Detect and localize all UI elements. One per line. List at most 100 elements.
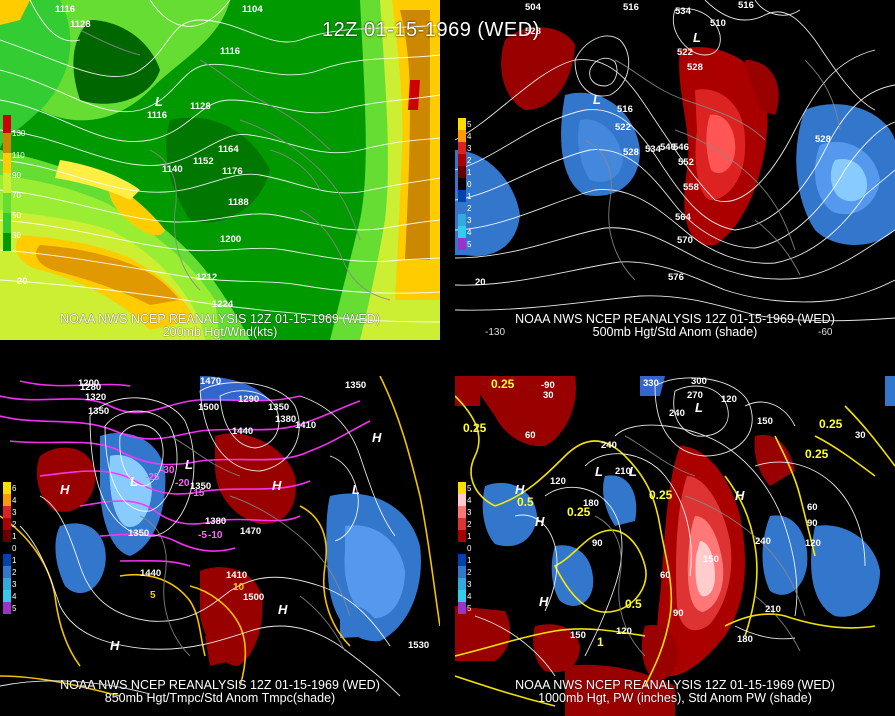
svg-text:1128: 1128 xyxy=(70,19,91,30)
svg-text:-5: -5 xyxy=(198,530,207,541)
svg-text:60: 60 xyxy=(660,570,671,581)
map-panel-200mb: 130 110 90 70 50 30 1116 1128 1104 1116 … xyxy=(0,0,440,340)
high-marker-850mb-2: H xyxy=(272,478,282,493)
svg-text:-15: -15 xyxy=(190,488,205,499)
svg-text:4: 4 xyxy=(467,496,472,505)
high-marker-1000mb-4: H xyxy=(539,594,549,609)
svg-text:1380: 1380 xyxy=(205,516,226,527)
svg-text:240: 240 xyxy=(601,440,617,451)
svg-text:240: 240 xyxy=(669,408,685,419)
map-panel-1000mb: 5 4 3 2 1 0 1 2 3 4 5 -90 330 300 270 24… xyxy=(455,376,895,716)
svg-text:300: 300 xyxy=(691,376,707,387)
svg-text:2: 2 xyxy=(467,204,472,213)
svg-text:120: 120 xyxy=(721,394,737,405)
svg-text:150: 150 xyxy=(703,554,719,565)
svg-text:-30: -30 xyxy=(160,465,175,476)
svg-text:-130: -130 xyxy=(485,327,505,338)
svg-text:516: 516 xyxy=(617,104,633,115)
svg-text:4: 4 xyxy=(12,496,17,505)
map-panel-500mb: 5 4 3 2 1 0 1 2 3 4 5 504 516 534 510 51… xyxy=(455,0,895,340)
svg-text:1: 1 xyxy=(467,556,472,565)
svg-text:552: 552 xyxy=(678,157,694,168)
svg-text:20: 20 xyxy=(475,277,486,288)
svg-text:270: 270 xyxy=(687,390,703,401)
map-200mb-graphic: 130 110 90 70 50 30 1116 1128 1104 1116 … xyxy=(0,0,440,340)
svg-text:330: 330 xyxy=(643,378,659,389)
svg-text:1470: 1470 xyxy=(240,526,261,537)
low-marker-200mb: L xyxy=(155,94,163,109)
svg-text:30: 30 xyxy=(543,390,554,401)
low-marker-500mb-1: L xyxy=(593,92,601,107)
legend-200-30: 30 xyxy=(12,231,21,240)
svg-text:1128: 1128 xyxy=(190,101,211,112)
svg-text:1290: 1290 xyxy=(238,394,259,405)
svg-text:5: 5 xyxy=(467,484,472,493)
contour-labels-850mb: 1200 1280 1320 1350 1470 1500 1290 1350 … xyxy=(60,376,429,653)
svg-text:558: 558 xyxy=(683,182,699,193)
svg-text:534: 534 xyxy=(675,6,692,17)
svg-text:3: 3 xyxy=(12,580,17,589)
svg-text:516: 516 xyxy=(623,2,639,13)
high-marker-1000mb-2: H xyxy=(535,514,545,529)
svg-text:150: 150 xyxy=(757,416,773,427)
svg-text:1410: 1410 xyxy=(295,420,316,431)
svg-text:4: 4 xyxy=(467,132,472,141)
svg-text:546: 546 xyxy=(673,142,689,153)
svg-text:510: 510 xyxy=(710,18,726,29)
map-500mb-graphic: 5 4 3 2 1 0 1 2 3 4 5 504 516 534 510 51… xyxy=(455,0,895,340)
svg-text:3: 3 xyxy=(12,508,17,517)
low-marker-850mb-2: L xyxy=(185,457,193,472)
svg-text:1176: 1176 xyxy=(222,166,243,177)
low-marker-850mb-1: L xyxy=(130,474,138,489)
high-marker-850mb-1: H xyxy=(60,482,70,497)
svg-text:2: 2 xyxy=(467,520,472,529)
svg-text:3: 3 xyxy=(467,580,472,589)
svg-text:1530: 1530 xyxy=(408,640,429,651)
svg-text:1212: 1212 xyxy=(196,272,217,283)
svg-text:0: 0 xyxy=(12,544,17,553)
svg-text:2: 2 xyxy=(12,568,17,577)
svg-text:522: 522 xyxy=(615,122,631,133)
panel-title-1000mb: NOAA NWS NCEP REANALYSIS 12Z 01-15-1969 … xyxy=(515,678,835,705)
svg-text:180: 180 xyxy=(583,498,599,509)
legend-200-70: 70 xyxy=(12,191,21,200)
svg-text:0: 0 xyxy=(467,544,472,553)
svg-text:564: 564 xyxy=(675,212,692,223)
svg-text:150: 150 xyxy=(570,630,586,641)
low-marker-850mb-3: L xyxy=(352,482,360,497)
panel-title-200mb: NOAA NWS NCEP REANALYSIS 12Z 01-15-1969 … xyxy=(60,312,380,339)
svg-text:240: 240 xyxy=(755,536,771,547)
svg-text:2: 2 xyxy=(467,568,472,577)
svg-text:1116: 1116 xyxy=(147,110,167,121)
svg-text:2: 2 xyxy=(12,520,17,529)
svg-text:0: 0 xyxy=(467,180,472,189)
svg-text:1152: 1152 xyxy=(193,156,214,167)
svg-text:1350: 1350 xyxy=(268,402,289,413)
svg-text:1440: 1440 xyxy=(140,568,161,579)
svg-text:3: 3 xyxy=(467,508,472,517)
svg-text:540: 540 xyxy=(660,142,676,153)
svg-text:90: 90 xyxy=(807,518,818,529)
panel-title-850mb: NOAA NWS NCEP REANALYSIS 12Z 01-15-1969 … xyxy=(60,678,380,705)
svg-text:1: 1 xyxy=(12,556,17,565)
svg-text:1: 1 xyxy=(467,532,472,541)
svg-text:1200: 1200 xyxy=(78,378,99,389)
svg-text:60: 60 xyxy=(807,502,818,513)
svg-text:0.5: 0.5 xyxy=(517,495,534,509)
svg-text:534: 534 xyxy=(645,144,662,155)
svg-text:-10: -10 xyxy=(208,530,223,541)
svg-text:180: 180 xyxy=(737,634,753,645)
map-1000mb-graphic: 5 4 3 2 1 0 1 2 3 4 5 -90 330 300 270 24… xyxy=(455,376,895,716)
legend-850mb: 6 4 3 2 1 0 1 2 3 4 5 xyxy=(3,482,17,614)
svg-text:1104: 1104 xyxy=(242,4,263,15)
svg-text:-90: -90 xyxy=(541,380,555,391)
svg-text:576: 576 xyxy=(668,272,684,283)
svg-text:1164: 1164 xyxy=(218,144,239,155)
high-marker-1000mb-1: H xyxy=(515,482,525,497)
svg-text:528: 528 xyxy=(815,134,831,145)
svg-text:20: 20 xyxy=(17,276,28,287)
svg-text:1188: 1188 xyxy=(228,197,249,208)
svg-text:1350: 1350 xyxy=(128,528,149,539)
svg-text:1224: 1224 xyxy=(212,299,234,310)
svg-text:210: 210 xyxy=(615,466,631,477)
